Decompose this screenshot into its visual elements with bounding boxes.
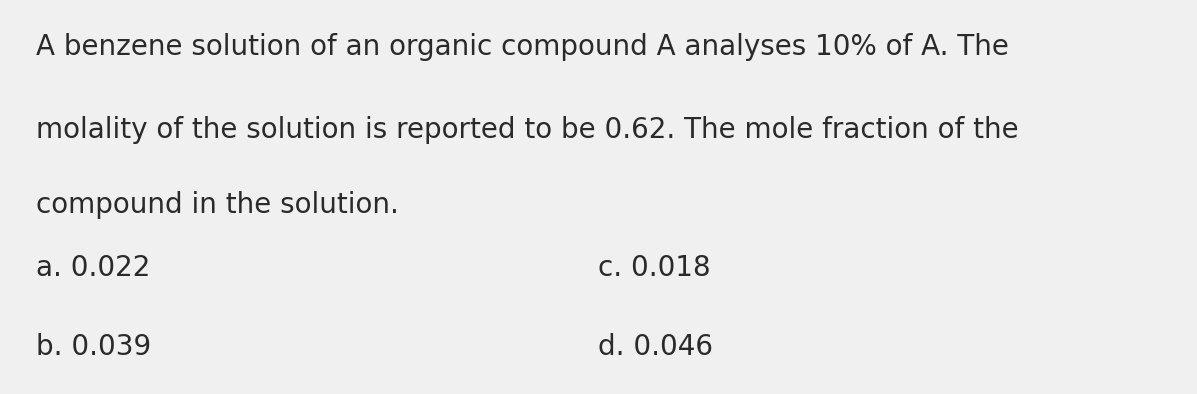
- Text: a. 0.022: a. 0.022: [36, 254, 151, 282]
- Text: b. 0.039: b. 0.039: [36, 333, 151, 361]
- Text: A benzene solution of an organic compound A analyses 10% of A. The: A benzene solution of an organic compoun…: [36, 33, 1009, 61]
- Text: d. 0.046: d. 0.046: [598, 333, 713, 361]
- Text: molality of the solution is reported to be 0.62. The mole fraction of the: molality of the solution is reported to …: [36, 116, 1019, 144]
- Text: compound in the solution.: compound in the solution.: [36, 191, 399, 219]
- Text: c. 0.018: c. 0.018: [598, 254, 711, 282]
